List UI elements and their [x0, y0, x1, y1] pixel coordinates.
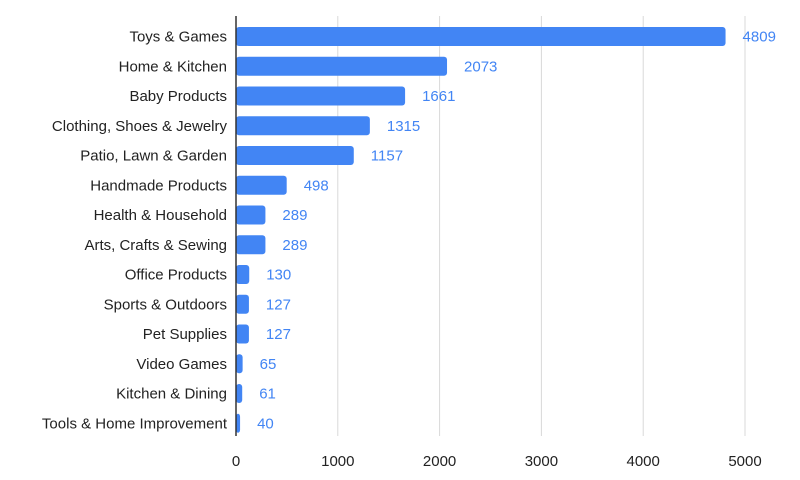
- category-label-sports-outdoors: Sports & Outdoors: [104, 296, 227, 313]
- value-label-patio-lawn-garden: 1157: [371, 148, 403, 165]
- bar-layer: [236, 27, 726, 433]
- bar-baby-products: [236, 86, 406, 106]
- category-label-pet-supplies: Pet Supplies: [143, 326, 227, 343]
- category-label-kitchen-dining: Kitchen & Dining: [116, 386, 227, 403]
- bar-kitchen-dining: [236, 384, 243, 403]
- x-tick-label-1000: 1000: [321, 453, 354, 470]
- bar-office-products: [236, 265, 250, 284]
- category-label-patio-lawn-garden: Patio, Lawn & Garden: [80, 148, 227, 165]
- value-label-toys-games: 4809: [743, 29, 776, 46]
- value-label-kitchen-dining: 61: [259, 386, 276, 403]
- value-label-tools-home-improvement: 40: [257, 415, 274, 432]
- bar-health-household: [236, 205, 266, 225]
- category-label-toys-games: Toys & Games: [129, 29, 227, 46]
- category-label-office-products: Office Products: [125, 267, 227, 284]
- value-label-health-household: 289: [282, 207, 307, 224]
- category-label-home-kitchen: Home & Kitchen: [119, 58, 227, 75]
- bar-video-games: [236, 354, 243, 374]
- x-tick-label-4000: 4000: [627, 453, 660, 470]
- grid-layer: [337, 16, 746, 436]
- value-label-pet-supplies: 127: [266, 326, 291, 343]
- value-label-arts-crafts-sewing: 289: [282, 237, 307, 254]
- x-tick-label-2000: 2000: [423, 453, 456, 470]
- category-label-health-household: Health & Household: [94, 207, 227, 224]
- bar-toys-games: [236, 27, 726, 46]
- category-label-baby-products: Baby Products: [129, 88, 227, 105]
- bar-tools-home-improvement: [236, 413, 241, 433]
- value-label-sports-outdoors: 127: [266, 296, 291, 313]
- bar-handmade-products: [236, 175, 287, 195]
- x-tick-label-0: 0: [232, 453, 240, 470]
- category-label-handmade-products: Handmade Products: [90, 177, 227, 194]
- value-label-video-games: 65: [260, 356, 277, 373]
- bar-home-kitchen: [236, 56, 448, 76]
- x-tick-label-5000: 5000: [728, 453, 761, 470]
- value-label-handmade-products: 498: [304, 177, 329, 194]
- value-label-office-products: 130: [266, 267, 291, 284]
- category-label-arts-crafts-sewing: Arts, Crafts & Sewing: [84, 237, 227, 254]
- value-label-baby-products: 1661: [422, 88, 455, 105]
- value-label-clothing-shoes-jewelry: 1315: [387, 118, 420, 135]
- x-tick-label-3000: 3000: [525, 453, 558, 470]
- bar-clothing-shoes-jewelry: [236, 116, 370, 136]
- category-label-tools-home-improvement: Tools & Home Improvement: [42, 415, 228, 432]
- bar-arts-crafts-sewing: [236, 235, 266, 255]
- bar-pet-supplies: [236, 324, 249, 344]
- value-label-home-kitchen: 2073: [464, 58, 497, 75]
- label-layer: 0 1000 2000 3000 4000 5000 Toys & Games 4809 Hom…: [42, 29, 776, 471]
- category-label-video-games: Video Games: [136, 356, 227, 373]
- bar-patio-lawn-garden: [236, 146, 354, 165]
- category-label-clothing-shoes-jewelry: Clothing, Shoes & Jewelry: [52, 118, 228, 135]
- bar-sports-outdoors: [236, 294, 249, 314]
